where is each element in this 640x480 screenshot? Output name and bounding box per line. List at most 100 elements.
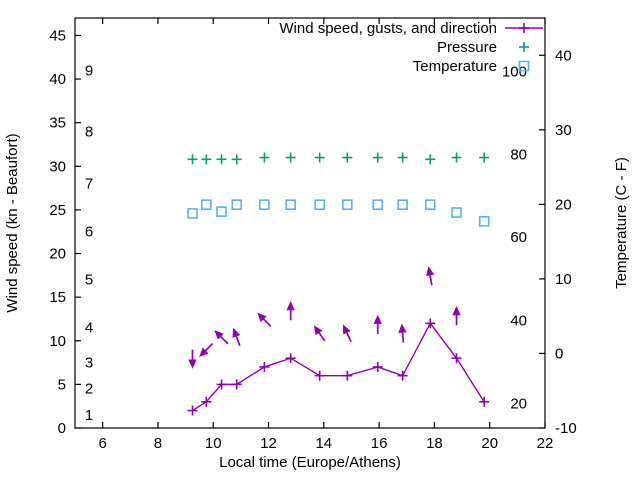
wind-direction-arrow [286,301,295,321]
wind-direction-arrow [452,306,461,326]
y-tick-label: 35 [49,115,66,132]
pressure-point [342,152,353,163]
temperature-point [478,215,490,227]
y-tick-label: 10 [49,333,66,350]
temperature-point [216,206,227,217]
chart-legend: Wind speed, gusts, and direction Pressure… [279,20,543,75]
fahrenheit-label: 80 [510,146,527,163]
pressure-point [451,152,462,163]
temperature-point [397,199,408,210]
pressure-point [216,154,227,165]
wind-direction-arrows [188,266,461,369]
wind-speed-point [479,396,490,407]
beaufort-scale-labels: 1 2 3 4 5 6 7 8 9 [85,62,93,424]
pressure-point [397,152,408,163]
y2-axis-title: Temperature (C - F) [613,157,630,289]
y-tick-label: 0 [58,420,66,437]
wind-speed-point [342,370,353,381]
y-tick-label: 15 [49,289,66,306]
y-tick-label: 5 [58,376,66,393]
temperature-point [342,199,353,210]
temperature-point [285,199,296,210]
fahrenheit-scale-labels: 20 40 60 80 100 [502,64,527,413]
pressure-point [425,154,436,165]
beaufort-label: 2 [85,381,93,398]
y-tick-label: 30 [49,158,66,175]
fahrenheit-label: 40 [510,313,527,330]
wind-speed-point [259,361,270,372]
beaufort-label: 7 [85,176,93,193]
wind-direction-arrow [199,342,214,358]
wind-direction-arrow [232,327,241,347]
y2-tick-label: 20 [555,196,572,213]
series-wind-speed [187,318,490,416]
pressure-point [231,154,242,165]
temperature-point [231,199,243,210]
plot-frame [74,17,546,429]
x-axis-ticks: 6 8 10 12 14 16 18 20 22 [98,18,553,452]
temperature-point [451,207,462,218]
y2-tick-label: 10 [555,271,572,288]
temperature-point [424,199,436,210]
wind-direction-arrow [188,349,197,369]
temperature-point [187,208,198,219]
x-tick-label: 16 [371,435,388,452]
beaufort-label: 6 [85,224,93,241]
y2-tick-label: 30 [555,122,572,139]
wind-speed-point [231,379,242,390]
pressure-point [259,152,270,163]
pressure-point [479,152,490,163]
y2-axis-ticks: -10 0 10 20 30 40 [539,47,577,437]
fahrenheit-label: 20 [510,395,527,412]
beaufort-label: 5 [85,272,93,289]
wind-speed-point [314,370,325,381]
x-tick-label: 6 [98,435,106,452]
beaufort-label: 9 [85,62,93,79]
series-pressure [187,152,490,165]
x-axis-title: Local time (Europe/Athens) [219,454,401,471]
legend-swatch-marker [519,23,529,33]
beaufort-label: 8 [85,123,93,140]
y-axis-ticks: 0 5 10 15 20 25 30 35 40 45 [49,27,81,437]
y2-tick-label: -10 [555,420,577,437]
wind-direction-arrow [214,330,229,345]
wind-direction-arrow [313,325,326,342]
x-tick-label: 12 [260,435,277,452]
plot-border [74,17,546,429]
x-tick-label: 10 [205,435,222,452]
fahrenheit-label: 100 [502,64,527,81]
legend-label: Pressure [437,39,497,56]
pressure-point [285,152,296,163]
x-tick-label: 18 [426,435,443,452]
pressure-point [187,154,198,165]
pressure-point [372,152,383,163]
beaufort-label: 1 [85,407,93,424]
legend-swatch-marker [519,42,529,52]
wind-speed-point [216,379,227,390]
y-tick-label: 25 [49,202,66,219]
wind-speed-point [372,361,383,372]
legend-label: Temperature [413,58,497,75]
wind-direction-arrow [257,312,272,327]
pressure-point [314,152,325,163]
x-tick-label: 20 [481,435,498,452]
wind-direction-arrow [425,266,435,286]
wind-speed-point [451,353,462,364]
legend-swatch-marker [518,60,530,72]
wind-speed-point [397,370,408,381]
pressure-point [201,154,212,165]
legend-label: Wind speed, gusts, and direction [279,20,497,37]
series-temperature [187,199,490,227]
x-tick-label: 14 [315,435,332,452]
wind-speed-point [187,405,198,416]
y2-tick-label: 0 [555,345,563,362]
wind-speed-point [425,318,436,329]
y2-tick-label: 40 [555,47,572,64]
wind-speed-point [201,396,212,407]
y-axis-title: Wind speed (kn - Beaufort) [4,133,21,312]
temperature-point [372,199,384,210]
beaufort-label: 4 [85,320,93,337]
fahrenheit-label: 60 [510,229,527,246]
